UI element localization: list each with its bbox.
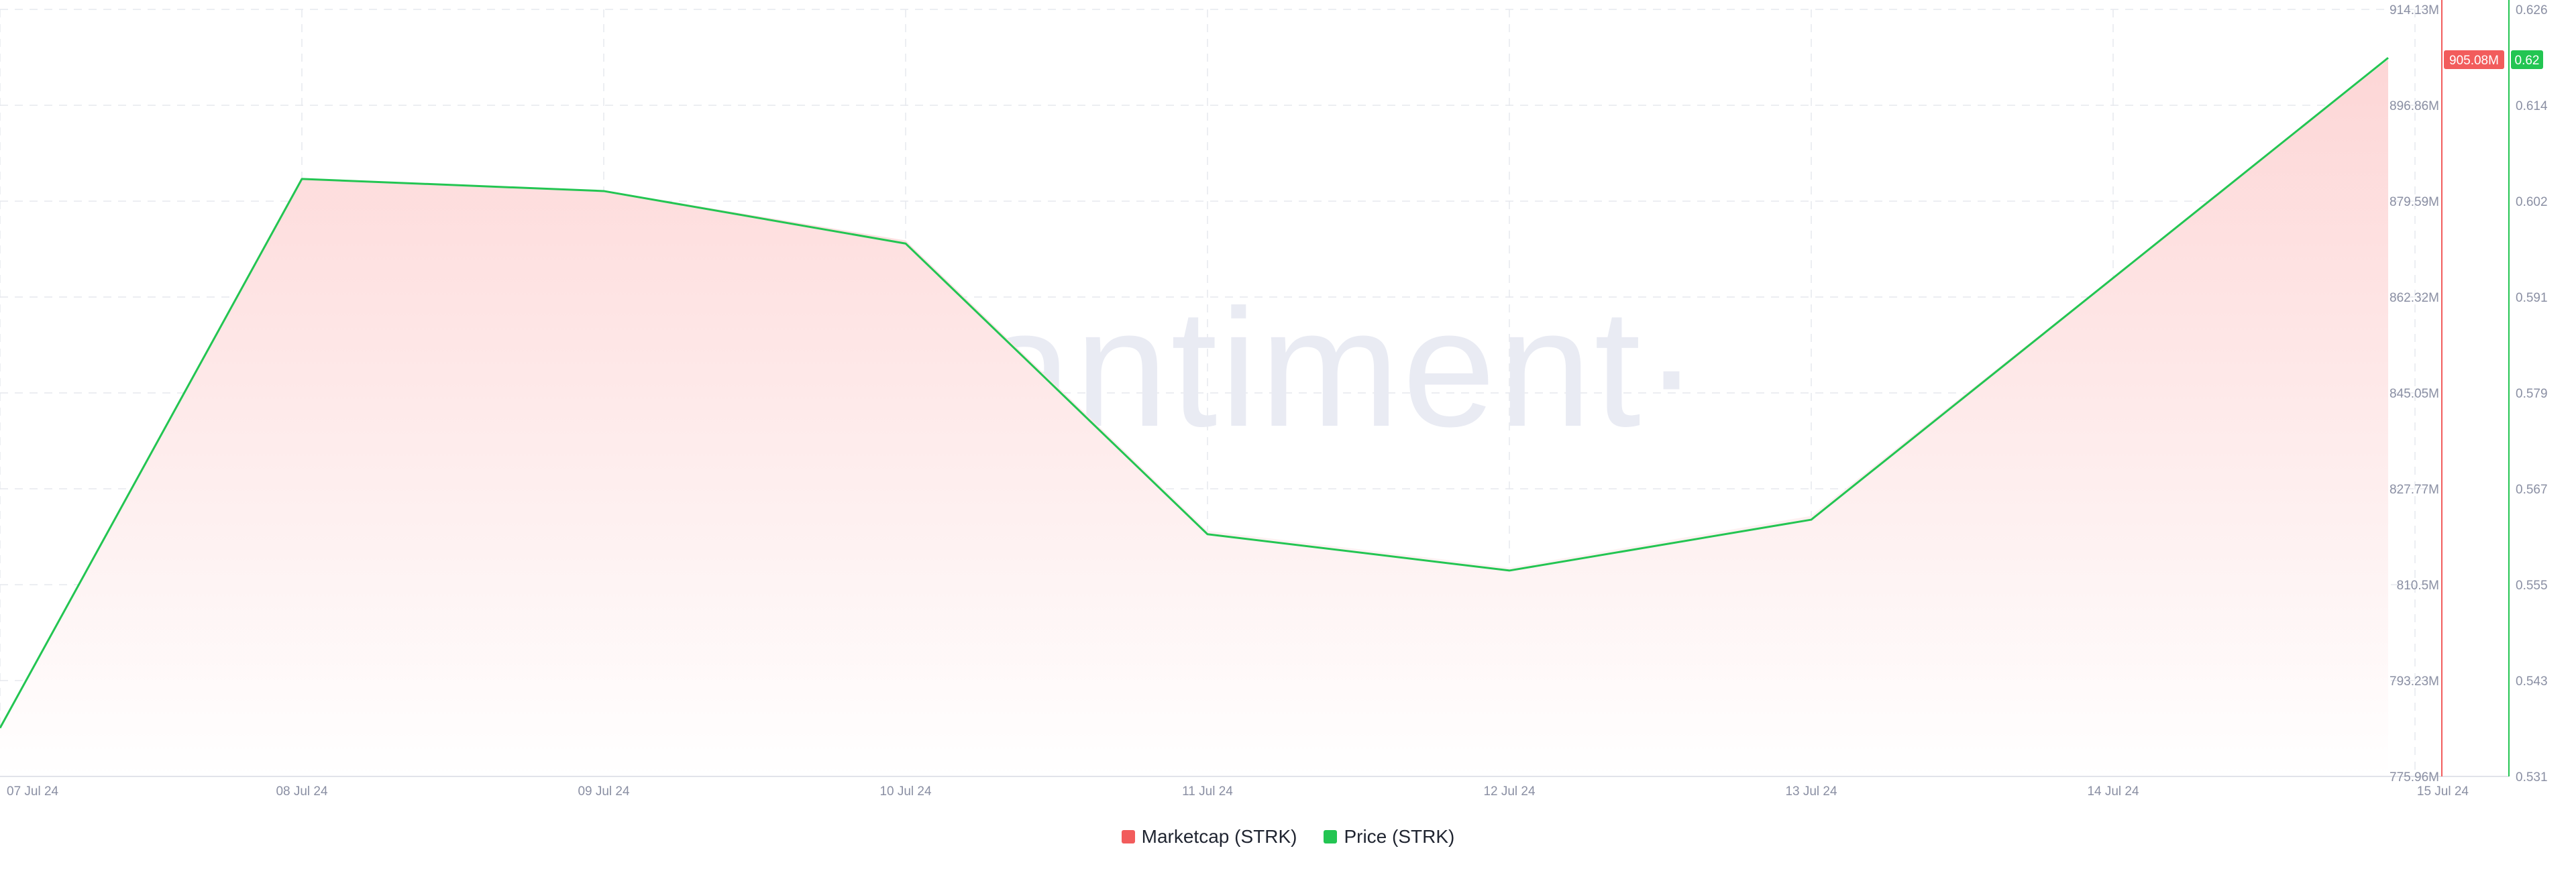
legend: Marketcap (STRK) Price (STRK)	[0, 826, 2576, 848]
x-tick-label: 14 Jul 24	[2087, 784, 2139, 799]
marketcap-tick-label: 793.23M	[2390, 675, 2439, 689]
price-tick-label: 0.567	[2516, 483, 2548, 497]
price-tick-label: 0.602	[2516, 195, 2548, 209]
x-tick-label: 08 Jul 24	[276, 784, 328, 799]
legend-swatch-price	[1324, 830, 1337, 843]
legend-swatch-marketcap	[1122, 830, 1135, 843]
x-tick-label: 09 Jul 24	[578, 784, 630, 799]
x-tick-label: 11 Jul 24	[1182, 784, 1233, 799]
x-axis-ticks: 07 Jul 24 08 Jul 24 09 Jul 24 10 Jul 24 11 J…	[7, 784, 2469, 799]
price-tick-label: 0.626	[2516, 3, 2548, 17]
price-tick-label: 0.614	[2516, 99, 2548, 113]
marketcap-tick-label: 845.05M	[2390, 387, 2439, 401]
x-tick-label: 15 Jul 24	[2417, 784, 2469, 799]
marketcap-axis-ticks: 914.13M 896.86M 879.59M 862.32M 845.05M 827.7…	[2390, 3, 2439, 784]
price-tick-label: 0.543	[2516, 675, 2548, 689]
marketcap-badge: 905.08M	[2449, 54, 2499, 68]
price-tick-label: 0.579	[2516, 387, 2548, 401]
price-tick-label: 0.555	[2516, 579, 2548, 593]
marketcap-tick-label: 827.77M	[2390, 483, 2439, 497]
x-tick-label: 12 Jul 24	[1483, 784, 1536, 799]
x-tick-label: 10 Jul 24	[879, 784, 932, 799]
x-tick-label: 07 Jul 24	[7, 784, 59, 799]
legend-item-marketcap[interactable]: Marketcap (STRK)	[1122, 826, 1297, 848]
x-tick-label: 13 Jul 24	[1785, 784, 1837, 799]
marketcap-tick-label: 775.96M	[2390, 770, 2439, 784]
marketcap-tick-label: 914.13M	[2390, 3, 2439, 17]
legend-label-marketcap: Marketcap (STRK)	[1142, 826, 1297, 848]
price-tick-label: 0.591	[2516, 291, 2548, 305]
marketcap-tick-label: 879.59M	[2390, 195, 2439, 209]
price-badge: 0.62	[2515, 54, 2540, 68]
marketcap-tick-label: 862.32M	[2390, 291, 2439, 305]
legend-item-price[interactable]: Price (STRK)	[1324, 826, 1454, 848]
legend-label-price: Price (STRK)	[1344, 826, 1454, 848]
price-axis-ticks: 0.626 0.614 0.602 0.591 0.579 0.567 0.555 0.543…	[2516, 3, 2548, 784]
marketcap-tick-label: 810.5M	[2397, 579, 2439, 593]
value-badges: 905.08M 0.62	[2444, 50, 2543, 69]
marketcap-tick-label: 896.86M	[2390, 99, 2439, 113]
price-tick-label: 0.531	[2516, 770, 2548, 784]
